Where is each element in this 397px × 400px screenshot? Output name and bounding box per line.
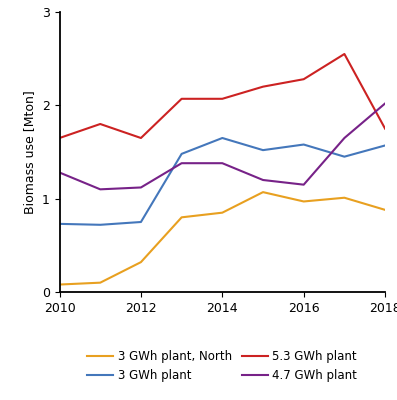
3 GWh plant — [98, 222, 103, 227]
Line: 4.7 GWh plant: 4.7 GWh plant — [60, 104, 385, 189]
3 GWh plant — [57, 222, 62, 226]
3 GWh plant, North — [220, 210, 225, 215]
3 GWh plant — [220, 136, 225, 140]
Line: 3 GWh plant, North: 3 GWh plant, North — [60, 192, 385, 284]
5.3 GWh plant — [261, 84, 266, 89]
5.3 GWh plant — [57, 136, 62, 140]
4.7 GWh plant — [139, 185, 143, 190]
5.3 GWh plant — [220, 96, 225, 101]
Line: 3 GWh plant: 3 GWh plant — [60, 138, 385, 225]
Y-axis label: Biomass use [Mton]: Biomass use [Mton] — [23, 90, 36, 214]
5.3 GWh plant — [98, 122, 103, 126]
Legend: 3 GWh plant, North, 3 GWh plant, 5.3 GWh plant, 4.7 GWh plant: 3 GWh plant, North, 3 GWh plant, 5.3 GWh… — [83, 346, 362, 387]
3 GWh plant, North — [301, 199, 306, 204]
Line: 5.3 GWh plant: 5.3 GWh plant — [60, 54, 385, 138]
5.3 GWh plant — [342, 52, 347, 56]
4.7 GWh plant — [301, 182, 306, 187]
3 GWh plant, North — [342, 195, 347, 200]
5.3 GWh plant — [139, 136, 143, 140]
3 GWh plant, North — [383, 208, 387, 212]
4.7 GWh plant — [98, 187, 103, 192]
5.3 GWh plant — [383, 126, 387, 131]
3 GWh plant — [301, 142, 306, 147]
3 GWh plant, North — [179, 215, 184, 220]
4.7 GWh plant — [383, 101, 387, 106]
3 GWh plant — [179, 152, 184, 156]
3 GWh plant, North — [261, 190, 266, 194]
3 GWh plant, North — [57, 282, 62, 287]
4.7 GWh plant — [220, 161, 225, 166]
4.7 GWh plant — [261, 178, 266, 182]
5.3 GWh plant — [179, 96, 184, 101]
3 GWh plant — [383, 143, 387, 148]
4.7 GWh plant — [342, 136, 347, 140]
5.3 GWh plant — [301, 77, 306, 82]
3 GWh plant, North — [139, 260, 143, 264]
3 GWh plant — [342, 154, 347, 159]
4.7 GWh plant — [57, 170, 62, 175]
3 GWh plant — [261, 148, 266, 152]
3 GWh plant — [139, 220, 143, 224]
4.7 GWh plant — [179, 161, 184, 166]
3 GWh plant, North — [98, 280, 103, 285]
